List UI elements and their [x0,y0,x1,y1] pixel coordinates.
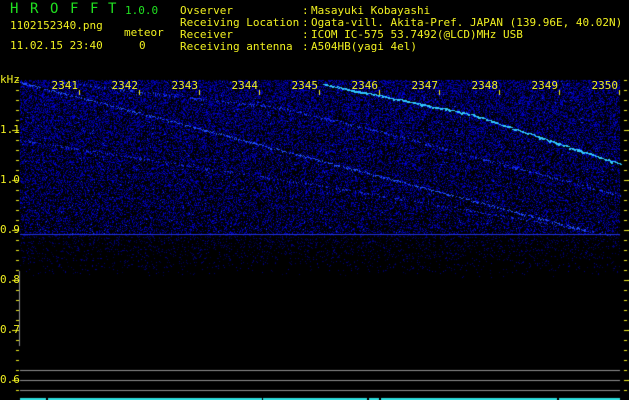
info-label: Receiving Location [180,16,300,29]
freq-tick-label: 1.0 [0,173,20,186]
freq-tick-label: 1.1 [0,123,20,136]
title-letter: F [70,1,79,17]
info-colon: : [302,4,309,17]
info-colon: : [302,28,309,41]
time-tick-label: 2345 [291,79,319,92]
info-label: Receiver [180,28,233,41]
info-value: Masayuki Kobayashi [311,4,431,17]
time-tick-label: 2342 [111,79,139,92]
time-tick-label: 2343 [171,79,199,92]
meteor-count: 0 [139,39,146,52]
freq-tick-label: 0.6 [0,373,20,386]
time-tick-label: 2348 [471,79,499,92]
title-letter: T [108,1,117,17]
time-tick-label: 2347 [411,79,439,92]
info-colon: : [302,40,309,53]
time-tick-label: 2341 [51,79,79,92]
time-tick-label: 2344 [231,79,259,92]
title-letter: R [30,1,39,17]
datetime: 11.02.15 23:40 [10,39,103,52]
freq-unit: kHz [0,73,20,86]
info-value: A504HB(yagi 4el) [311,40,417,53]
title-letter: O [50,1,59,17]
filename: 1102152340.png [10,19,103,32]
freq-tick-label: 0.9 [0,223,20,236]
info-label: Ovserver [180,4,233,17]
info-value: ICOM IC-575 53.7492(@LCD)MHz USB [311,28,523,41]
time-tick-label: 2350 [591,79,619,92]
info-value: Ogata-vill. Akita-Pref. JAPAN (139.96E, … [311,16,623,29]
time-tick-label: 2349 [531,79,559,92]
freq-tick-label: 0.7 [0,323,20,336]
info-colon: : [302,16,309,29]
title-letter: H [10,1,19,17]
meteor-label: meteor [124,26,164,39]
info-label: Receiving antenna [180,40,293,53]
time-tick-label: 2346 [351,79,379,92]
freq-tick-label: 0.8 [0,273,20,286]
title-letter: F [90,1,99,17]
version: 1.0.0 [125,4,159,17]
